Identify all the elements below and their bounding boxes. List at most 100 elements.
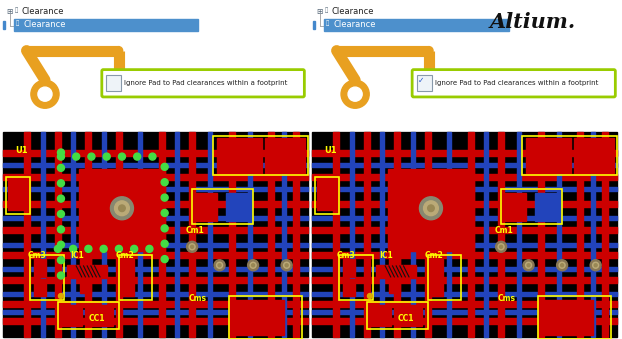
Bar xyxy=(123,259,134,277)
Bar xyxy=(58,302,119,329)
Circle shape xyxy=(103,153,110,160)
Circle shape xyxy=(189,244,195,250)
Bar xyxy=(159,132,165,337)
Bar xyxy=(544,300,593,335)
Bar xyxy=(3,201,308,207)
Circle shape xyxy=(57,272,65,279)
Text: 🔧: 🔧 xyxy=(16,20,19,25)
Text: Ignore Pad to Pad clearances within a footprint: Ignore Pad to Pad clearances within a fo… xyxy=(124,80,288,86)
Bar xyxy=(61,305,82,326)
Bar xyxy=(367,302,428,329)
Bar xyxy=(3,267,308,271)
Bar xyxy=(229,296,302,339)
Bar xyxy=(3,243,308,247)
Circle shape xyxy=(100,245,107,252)
Bar xyxy=(3,227,308,233)
Circle shape xyxy=(559,262,565,268)
Bar xyxy=(417,76,432,91)
Circle shape xyxy=(70,245,77,252)
Bar xyxy=(591,132,595,337)
Text: ⊞: ⊞ xyxy=(316,7,322,16)
Circle shape xyxy=(57,149,65,156)
Circle shape xyxy=(523,260,534,271)
Circle shape xyxy=(146,245,153,252)
Circle shape xyxy=(214,260,225,271)
Bar xyxy=(401,305,422,326)
Circle shape xyxy=(419,197,442,220)
Bar xyxy=(498,132,504,337)
Bar xyxy=(501,190,562,224)
Bar xyxy=(518,132,521,337)
Bar xyxy=(312,311,617,314)
Circle shape xyxy=(88,153,95,160)
Bar xyxy=(312,132,617,337)
Bar xyxy=(577,132,583,337)
Bar xyxy=(428,255,462,300)
Bar xyxy=(602,132,608,337)
Circle shape xyxy=(428,205,434,212)
Bar xyxy=(3,149,308,156)
Text: ⊞: ⊞ xyxy=(6,7,12,16)
Text: U1: U1 xyxy=(15,146,28,155)
Bar xyxy=(138,132,142,337)
Circle shape xyxy=(560,264,564,267)
Text: Cm3: Cm3 xyxy=(27,251,46,260)
Circle shape xyxy=(73,153,80,160)
Text: Cms: Cms xyxy=(498,294,516,303)
Circle shape xyxy=(161,225,168,232)
Bar xyxy=(333,132,340,337)
Bar xyxy=(55,132,61,337)
Bar xyxy=(282,132,285,337)
Circle shape xyxy=(218,264,221,267)
FancyBboxPatch shape xyxy=(102,69,304,97)
Circle shape xyxy=(348,87,362,101)
Bar xyxy=(106,76,121,91)
Bar xyxy=(3,311,308,314)
Circle shape xyxy=(114,201,129,216)
Bar xyxy=(195,193,216,221)
Bar xyxy=(315,177,340,214)
Circle shape xyxy=(57,226,65,233)
Circle shape xyxy=(594,264,597,267)
Bar xyxy=(189,132,195,337)
Text: Ignore Pad to Pad clearances within a footprint: Ignore Pad to Pad clearances within a fo… xyxy=(435,80,598,86)
Circle shape xyxy=(57,164,65,172)
Circle shape xyxy=(498,244,504,250)
Circle shape xyxy=(526,262,532,268)
Bar xyxy=(312,163,617,167)
Bar xyxy=(312,149,617,156)
Circle shape xyxy=(57,180,65,187)
Bar xyxy=(343,279,355,297)
Bar xyxy=(3,132,308,337)
Bar xyxy=(364,132,370,337)
Bar xyxy=(2,2,309,130)
Circle shape xyxy=(85,245,92,252)
Text: IC1: IC1 xyxy=(70,251,84,260)
Bar xyxy=(343,259,355,277)
Circle shape xyxy=(161,240,168,247)
Bar xyxy=(269,132,274,337)
Circle shape xyxy=(161,256,168,263)
Bar xyxy=(394,132,401,337)
Text: Cm3: Cm3 xyxy=(337,251,355,260)
Circle shape xyxy=(250,262,256,268)
Bar xyxy=(522,136,617,175)
Circle shape xyxy=(134,153,141,160)
Bar xyxy=(3,277,308,283)
Bar xyxy=(14,19,198,31)
Bar xyxy=(312,216,617,220)
Circle shape xyxy=(248,260,259,271)
Bar xyxy=(175,132,179,337)
Bar xyxy=(340,255,373,300)
Bar xyxy=(312,318,617,324)
Circle shape xyxy=(57,153,65,160)
Circle shape xyxy=(496,241,506,252)
Bar xyxy=(34,279,45,297)
Bar xyxy=(312,277,617,283)
Bar xyxy=(85,132,91,337)
Circle shape xyxy=(527,264,530,267)
Bar xyxy=(312,267,617,271)
Circle shape xyxy=(341,80,369,108)
Bar xyxy=(468,132,473,337)
Bar xyxy=(34,259,45,277)
